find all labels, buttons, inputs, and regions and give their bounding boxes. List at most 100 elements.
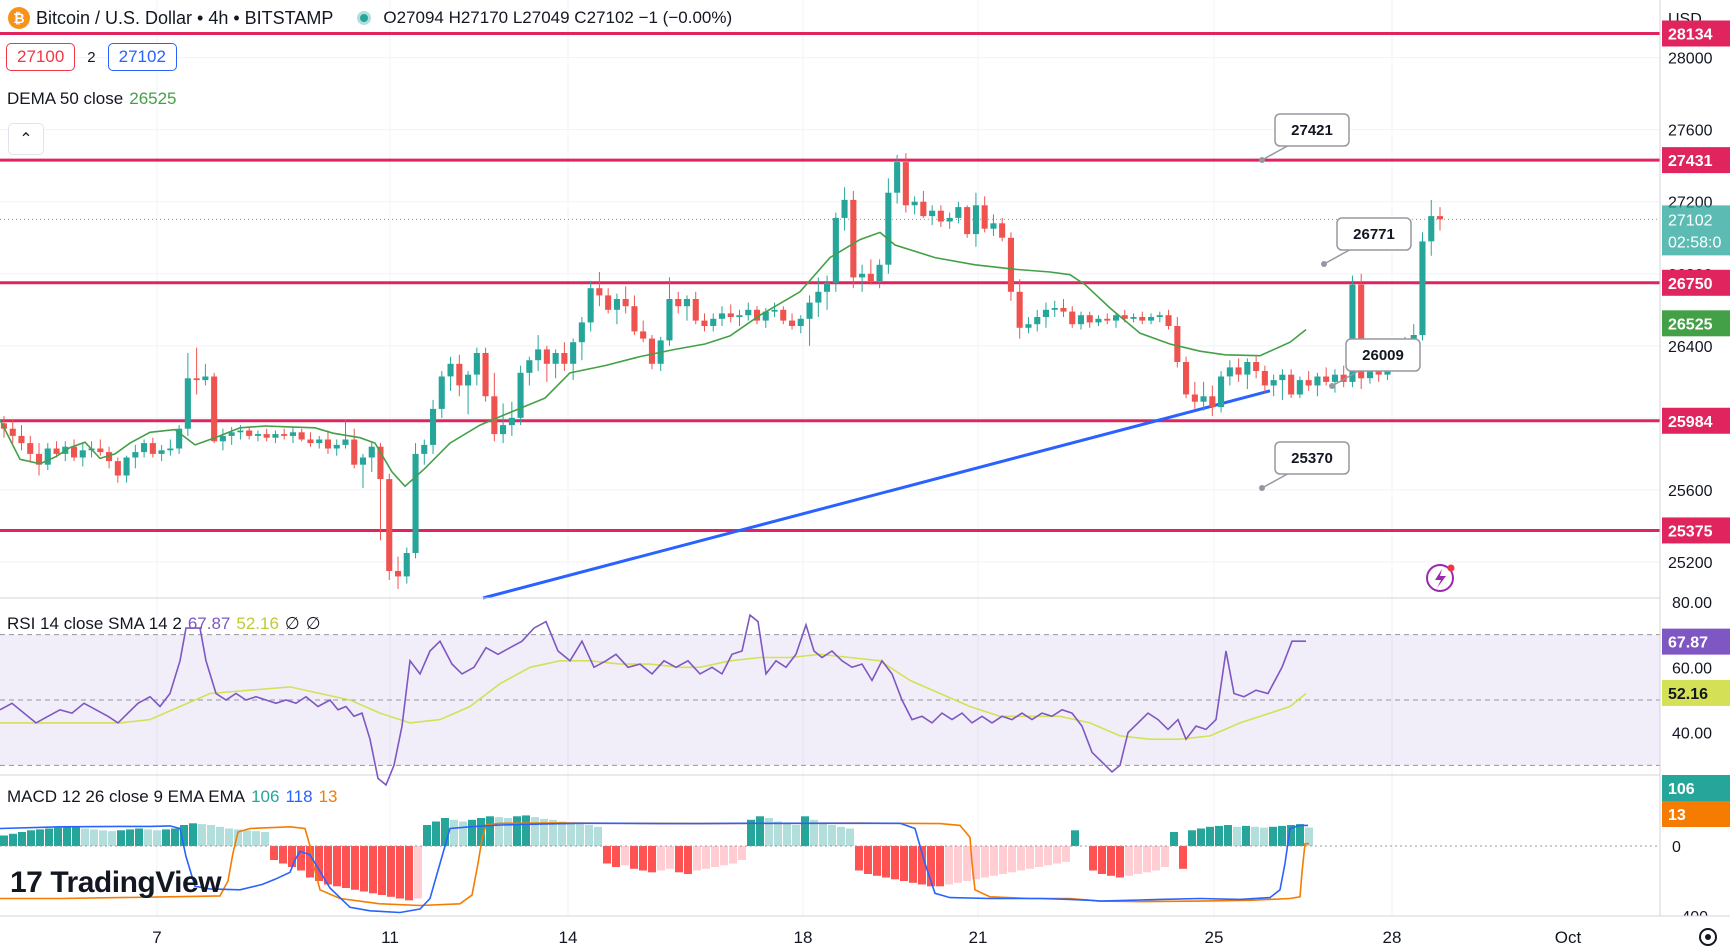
macd-bar bbox=[9, 833, 17, 847]
macd-histogram bbox=[0, 815, 1313, 901]
macd-bar bbox=[162, 829, 170, 846]
candle-body bbox=[1183, 362, 1190, 395]
candle-body bbox=[1209, 396, 1216, 408]
candle bbox=[692, 291, 699, 325]
level-badge-text: 28134 bbox=[1668, 27, 1713, 44]
candle bbox=[780, 306, 787, 325]
tradingview-logo[interactable]: 17 TradingView bbox=[10, 866, 222, 900]
candle bbox=[1279, 369, 1286, 400]
candle-body bbox=[71, 446, 78, 458]
macd-bar bbox=[846, 828, 854, 846]
rsi-tick-label: 80.00 bbox=[1672, 595, 1712, 612]
macd-hist-badge-bg bbox=[1662, 775, 1730, 801]
macd-bar bbox=[1161, 846, 1169, 867]
candle bbox=[184, 353, 191, 436]
candle bbox=[254, 430, 261, 442]
candle bbox=[1226, 360, 1233, 386]
candle bbox=[97, 439, 104, 456]
candle-body bbox=[1069, 311, 1076, 325]
candle-body bbox=[473, 353, 480, 375]
macd-bar bbox=[342, 846, 350, 888]
candle-body bbox=[1279, 374, 1286, 381]
candle bbox=[27, 435, 34, 462]
candle bbox=[666, 277, 673, 346]
candle bbox=[1042, 302, 1049, 328]
macd-bar bbox=[1026, 846, 1034, 869]
macd-bar bbox=[1089, 846, 1097, 871]
candle bbox=[71, 439, 78, 462]
candle bbox=[981, 196, 988, 233]
candle-body bbox=[202, 376, 209, 381]
macd-bar bbox=[864, 846, 872, 874]
candle bbox=[526, 356, 533, 386]
bid-button[interactable]: 27100 bbox=[6, 43, 76, 71]
macd-bar bbox=[936, 846, 944, 887]
candle-body bbox=[876, 264, 883, 281]
macd-bar bbox=[981, 846, 989, 878]
macd-bar bbox=[1242, 825, 1250, 846]
macd-bar bbox=[1269, 826, 1277, 847]
candle bbox=[272, 430, 279, 444]
macd-bar bbox=[369, 846, 377, 894]
level-badge-bg bbox=[1662, 517, 1730, 544]
candle bbox=[832, 212, 839, 292]
candle-body bbox=[981, 205, 988, 229]
candle-body bbox=[631, 306, 638, 332]
ask-button[interactable]: 27102 bbox=[107, 43, 177, 71]
candle-body bbox=[1007, 237, 1014, 292]
candle bbox=[1340, 365, 1347, 388]
macd-bar bbox=[1008, 846, 1016, 873]
macd-bar bbox=[396, 846, 404, 899]
candle bbox=[9, 419, 16, 444]
candle bbox=[990, 214, 997, 236]
candle bbox=[727, 304, 734, 323]
macd-bar bbox=[531, 817, 539, 846]
candle bbox=[1016, 279, 1023, 339]
dema-label: DEMA 50 close bbox=[7, 89, 124, 108]
rsi-legend[interactable]: RSI 14 close SMA 14 2 67.87 52.16 ∅ ∅ bbox=[7, 614, 321, 634]
candle-body bbox=[176, 428, 183, 449]
candle bbox=[1428, 199, 1435, 256]
candle bbox=[106, 446, 113, 469]
macd-bar bbox=[540, 818, 548, 846]
candle-body bbox=[272, 434, 279, 438]
collapse-legend-button[interactable]: ⌃ bbox=[8, 123, 44, 155]
macd-bar bbox=[207, 825, 215, 846]
candle-body bbox=[911, 201, 918, 206]
macd-bar bbox=[468, 819, 476, 847]
candle bbox=[648, 335, 655, 370]
macd-bar bbox=[891, 846, 899, 880]
level-badge: 25984 bbox=[1662, 407, 1730, 434]
candle-body bbox=[789, 320, 796, 326]
candle bbox=[587, 280, 594, 332]
chevron-up-icon: ⌃ bbox=[19, 131, 33, 148]
candle bbox=[657, 336, 664, 372]
macd-bar bbox=[945, 846, 953, 885]
candle bbox=[377, 443, 384, 541]
candle bbox=[972, 192, 979, 247]
callout-box bbox=[1345, 338, 1421, 372]
candle bbox=[403, 547, 410, 584]
candle-body bbox=[1130, 317, 1137, 319]
macd-value: 118 bbox=[285, 787, 313, 806]
candle bbox=[1148, 313, 1155, 325]
candle bbox=[815, 277, 822, 318]
candle bbox=[342, 419, 349, 449]
symbol-legend[interactable]: ₿ Bitcoin / U.S. Dollar • 4h • BITSTAMP … bbox=[8, 4, 732, 32]
symbol-title: Bitcoin / U.S. Dollar • 4h • BITSTAMP bbox=[36, 7, 334, 28]
candle-body bbox=[27, 443, 34, 454]
callout-leader bbox=[1331, 368, 1363, 387]
candle-body bbox=[850, 199, 857, 278]
candle-body bbox=[1261, 371, 1268, 386]
candle bbox=[324, 430, 331, 454]
macd-bar bbox=[1134, 846, 1142, 874]
macd-line bbox=[0, 822, 1308, 914]
candle-body bbox=[219, 435, 226, 442]
callout-box bbox=[1274, 441, 1350, 475]
dema-legend[interactable]: DEMA 50 close 26525 bbox=[7, 89, 177, 109]
macd-bar bbox=[1215, 825, 1223, 846]
candle-body bbox=[675, 299, 682, 307]
candle bbox=[736, 309, 743, 327]
macd-legend[interactable]: MACD 12 26 close 9 EMA EMA 106 118 13 bbox=[7, 787, 338, 807]
